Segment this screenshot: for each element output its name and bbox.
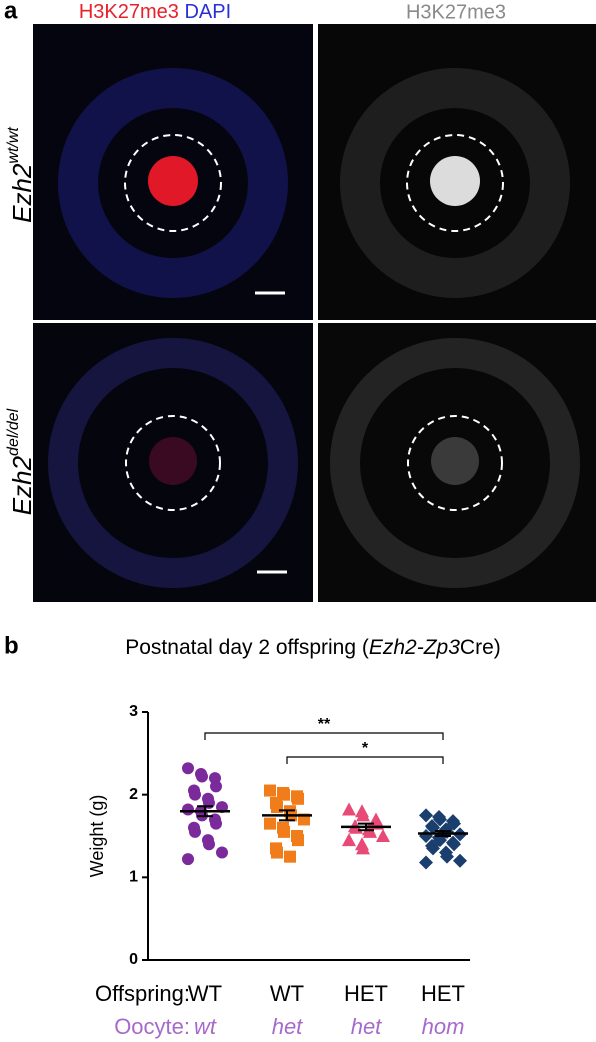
point [182, 803, 194, 816]
point [271, 846, 283, 859]
point [453, 853, 467, 868]
y-axis-label: Weight (g) [87, 795, 107, 878]
header-left: H3K27me3 DAPI [79, 1, 231, 23]
point [376, 829, 390, 842]
point [210, 817, 222, 830]
oocyte-label: het [351, 1014, 382, 1039]
y-tick-label: 3 [129, 703, 138, 720]
cell-ring [48, 338, 298, 588]
nucleus [431, 437, 479, 485]
oocyte-label: wt [194, 1014, 217, 1039]
point [419, 855, 433, 870]
point [264, 817, 276, 830]
cell-ring [330, 338, 580, 588]
header-red: H3K27me3 [79, 1, 179, 23]
nucleus [148, 156, 198, 206]
point [356, 808, 370, 822]
x-tick-label: HET [421, 981, 465, 1006]
point [363, 824, 377, 838]
x-tick-label: WT [188, 981, 222, 1006]
chart-title: Postnatal day 2 offspring (Ezh2-Zp3Cre) [125, 636, 501, 659]
panel-label: a [4, 0, 18, 24]
title-part: Ezh2 [369, 636, 417, 659]
title-part: - [417, 636, 424, 659]
cell-ring [340, 68, 570, 298]
point [216, 846, 228, 859]
dashed-circle [124, 134, 222, 232]
panel-label: b [4, 632, 19, 659]
point [440, 849, 454, 864]
gene: Ezh2 [7, 163, 37, 223]
point [284, 850, 296, 863]
header-right: H3K27me3 [406, 1, 506, 23]
point [419, 808, 433, 823]
point [182, 853, 194, 866]
gene: Ezh2 [7, 455, 37, 515]
nucleus [149, 437, 197, 485]
x-tick-label: HET [344, 981, 388, 1006]
dashed-circle [407, 415, 503, 511]
point [189, 825, 201, 838]
significance-bracket [286, 756, 444, 764]
point [342, 833, 356, 847]
point [210, 780, 222, 793]
row-title: Offspring: [95, 981, 190, 1006]
significance-label: ** [318, 716, 331, 733]
oocyte-label: het [272, 1014, 303, 1039]
point [342, 802, 356, 816]
point [189, 788, 201, 801]
row-label: Ezh2del/del [5, 408, 37, 515]
genotype: wt/wt [5, 127, 22, 164]
point [196, 770, 208, 783]
oocyte-label: hom [422, 1014, 465, 1039]
point [447, 837, 461, 852]
row-title: Oocyte: [114, 1014, 190, 1039]
point [278, 825, 290, 838]
title-part: Cre) [460, 636, 501, 659]
cell-ring [58, 68, 288, 298]
header-blue: DAPI [184, 1, 231, 23]
x-tick-label: WT [270, 981, 304, 1006]
point [433, 812, 447, 827]
point [292, 834, 304, 847]
significance-label: * [362, 740, 369, 757]
micrographs [33, 24, 596, 602]
point [356, 841, 370, 855]
row-label: Ezh2wt/wt [5, 127, 37, 223]
title-part: Postnatal day 2 offspring ( [125, 636, 369, 659]
y-tick-label: 0 [129, 951, 138, 968]
point [426, 841, 440, 856]
dashed-circle [406, 134, 504, 232]
y-tick-label: 2 [129, 786, 138, 803]
point [182, 762, 194, 775]
point [264, 784, 276, 797]
significance-bracket [204, 732, 444, 740]
point [292, 792, 304, 805]
point [203, 838, 215, 851]
dashed-circle [125, 415, 221, 511]
genotype: del/del [5, 408, 22, 456]
title-part: Zp3 [423, 636, 461, 659]
nucleus [430, 156, 480, 206]
y-tick-label: 1 [129, 869, 138, 886]
